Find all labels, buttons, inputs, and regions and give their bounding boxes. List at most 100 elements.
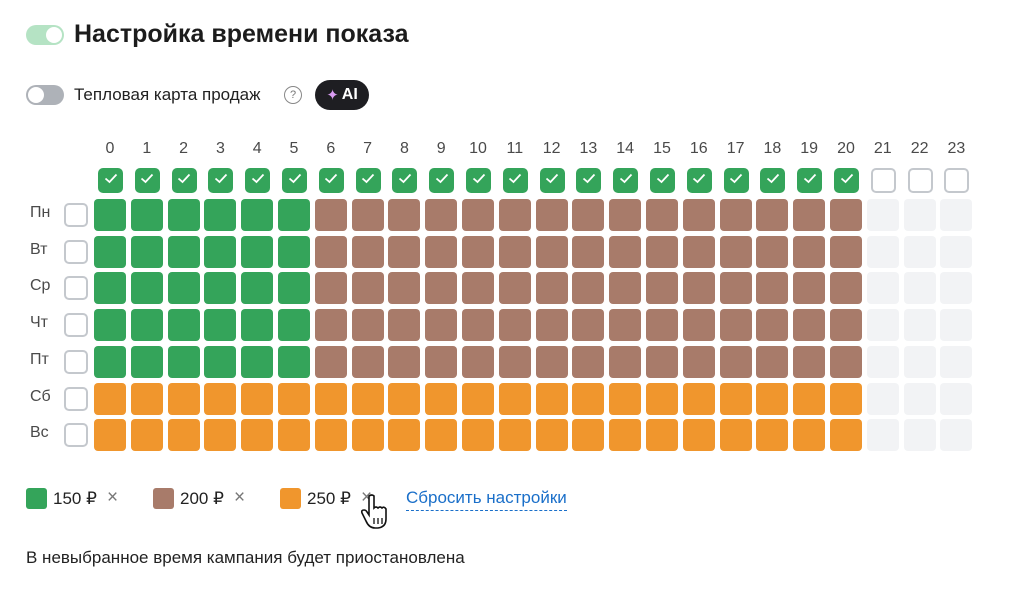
- schedule-cell[interactable]: [830, 419, 862, 452]
- schedule-cell[interactable]: [866, 235, 899, 268]
- schedule-cell[interactable]: [498, 235, 531, 268]
- hour-checkbox[interactable]: [134, 168, 160, 193]
- schedule-cell[interactable]: [167, 199, 200, 231]
- schedule-cell[interactable]: [866, 382, 899, 415]
- schedule-cell[interactable]: [866, 309, 899, 342]
- schedule-cell[interactable]: [572, 419, 605, 452]
- schedule-cell[interactable]: [866, 419, 899, 452]
- schedule-cell[interactable]: [278, 199, 310, 231]
- schedule-cell[interactable]: [462, 235, 494, 268]
- hour-checkbox[interactable]: [760, 168, 786, 193]
- schedule-cell[interactable]: [940, 272, 973, 305]
- hour-checkbox[interactable]: [797, 168, 823, 193]
- schedule-cell[interactable]: [278, 309, 310, 342]
- schedule-cell[interactable]: [351, 419, 384, 452]
- schedule-cell[interactable]: [535, 419, 568, 452]
- schedule-cell[interactable]: [241, 235, 274, 268]
- schedule-cell[interactable]: [793, 199, 826, 231]
- hour-checkbox[interactable]: [650, 168, 675, 193]
- schedule-cell[interactable]: [940, 235, 973, 268]
- schedule-cell[interactable]: [462, 272, 494, 305]
- schedule-cell[interactable]: [498, 382, 531, 415]
- day-checkbox[interactable]: [64, 276, 88, 301]
- schedule-cell[interactable]: [204, 272, 237, 305]
- schedule-cell[interactable]: [425, 309, 458, 342]
- schedule-cell[interactable]: [351, 199, 384, 231]
- hour-checkbox[interactable]: [870, 168, 896, 193]
- schedule-cell[interactable]: [940, 382, 973, 415]
- schedule-cell[interactable]: [646, 345, 678, 378]
- hour-checkbox[interactable]: [318, 168, 344, 193]
- hour-checkbox[interactable]: [429, 168, 455, 193]
- schedule-cell[interactable]: [903, 345, 936, 378]
- schedule-cell[interactable]: [572, 309, 605, 342]
- schedule-cell[interactable]: [241, 382, 274, 415]
- schedule-cell[interactable]: [719, 272, 752, 305]
- schedule-cell[interactable]: [646, 235, 678, 268]
- schedule-cell[interactable]: [682, 382, 715, 415]
- schedule-cell[interactable]: [278, 235, 310, 268]
- schedule-cell[interactable]: [351, 345, 384, 378]
- schedule-cell[interactable]: [756, 199, 789, 231]
- schedule-cell[interactable]: [314, 235, 347, 268]
- schedule-cell[interactable]: [388, 309, 421, 342]
- reset-settings-link[interactable]: Сбросить настройки: [406, 488, 567, 511]
- schedule-cell[interactable]: [903, 382, 936, 415]
- schedule-cell[interactable]: [719, 309, 752, 342]
- question-circle-icon[interactable]: ?: [284, 86, 302, 104]
- schedule-cell[interactable]: [903, 199, 936, 231]
- schedule-cell[interactable]: [793, 419, 826, 452]
- schedule-cell[interactable]: [903, 309, 936, 342]
- day-checkbox[interactable]: [64, 313, 88, 338]
- schedule-cell[interactable]: [314, 345, 347, 378]
- schedule-cell[interactable]: [94, 309, 126, 342]
- schedule-cell[interactable]: [314, 419, 347, 452]
- schedule-cell[interactable]: [498, 345, 531, 378]
- schedule-cell[interactable]: [130, 235, 163, 268]
- hour-checkbox[interactable]: [171, 168, 197, 193]
- schedule-cell[interactable]: [756, 345, 789, 378]
- schedule-cell[interactable]: [719, 345, 752, 378]
- schedule-cell[interactable]: [167, 309, 200, 342]
- hour-checkbox[interactable]: [502, 168, 528, 193]
- day-checkbox[interactable]: [64, 386, 88, 411]
- schedule-cell[interactable]: [388, 345, 421, 378]
- schedule-cell[interactable]: [425, 419, 458, 452]
- hour-checkbox[interactable]: [907, 168, 933, 193]
- schedule-cell[interactable]: [94, 235, 126, 268]
- schedule-cell[interactable]: [278, 382, 310, 415]
- schedule-cell[interactable]: [535, 235, 568, 268]
- schedule-cell[interactable]: [167, 345, 200, 378]
- schedule-cell[interactable]: [940, 419, 973, 452]
- schedule-cell[interactable]: [682, 419, 715, 452]
- schedule-cell[interactable]: [314, 272, 347, 305]
- schedule-cell[interactable]: [535, 272, 568, 305]
- schedule-cell[interactable]: [94, 382, 126, 415]
- schedule-cell[interactable]: [535, 309, 568, 342]
- hour-checkbox[interactable]: [613, 168, 639, 193]
- schedule-cell[interactable]: [793, 345, 826, 378]
- schedule-cell[interactable]: [462, 199, 494, 231]
- schedule-cell[interactable]: [241, 199, 274, 231]
- schedule-cell[interactable]: [609, 419, 642, 452]
- schedule-cell[interactable]: [351, 272, 384, 305]
- schedule-cell[interactable]: [278, 419, 310, 452]
- schedule-cell[interactable]: [130, 382, 163, 415]
- schedule-cell[interactable]: [940, 199, 973, 231]
- schedule-cell[interactable]: [719, 199, 752, 231]
- schedule-cell[interactable]: [278, 272, 310, 305]
- day-checkbox[interactable]: [64, 239, 88, 264]
- schedule-cell[interactable]: [425, 345, 458, 378]
- schedule-cell[interactable]: [572, 235, 605, 268]
- remove-price-icon[interactable]: ×: [107, 487, 119, 508]
- schedule-cell[interactable]: [719, 235, 752, 268]
- schedule-cell[interactable]: [793, 272, 826, 305]
- schedule-cell[interactable]: [535, 199, 568, 231]
- schedule-cell[interactable]: [130, 199, 163, 231]
- schedule-cell[interactable]: [462, 419, 494, 452]
- schedule-cell[interactable]: [535, 382, 568, 415]
- schedule-cell[interactable]: [130, 272, 163, 305]
- schedule-cell[interactable]: [94, 199, 126, 231]
- schedule-cell[interactable]: [682, 199, 715, 231]
- schedule-cell[interactable]: [682, 272, 715, 305]
